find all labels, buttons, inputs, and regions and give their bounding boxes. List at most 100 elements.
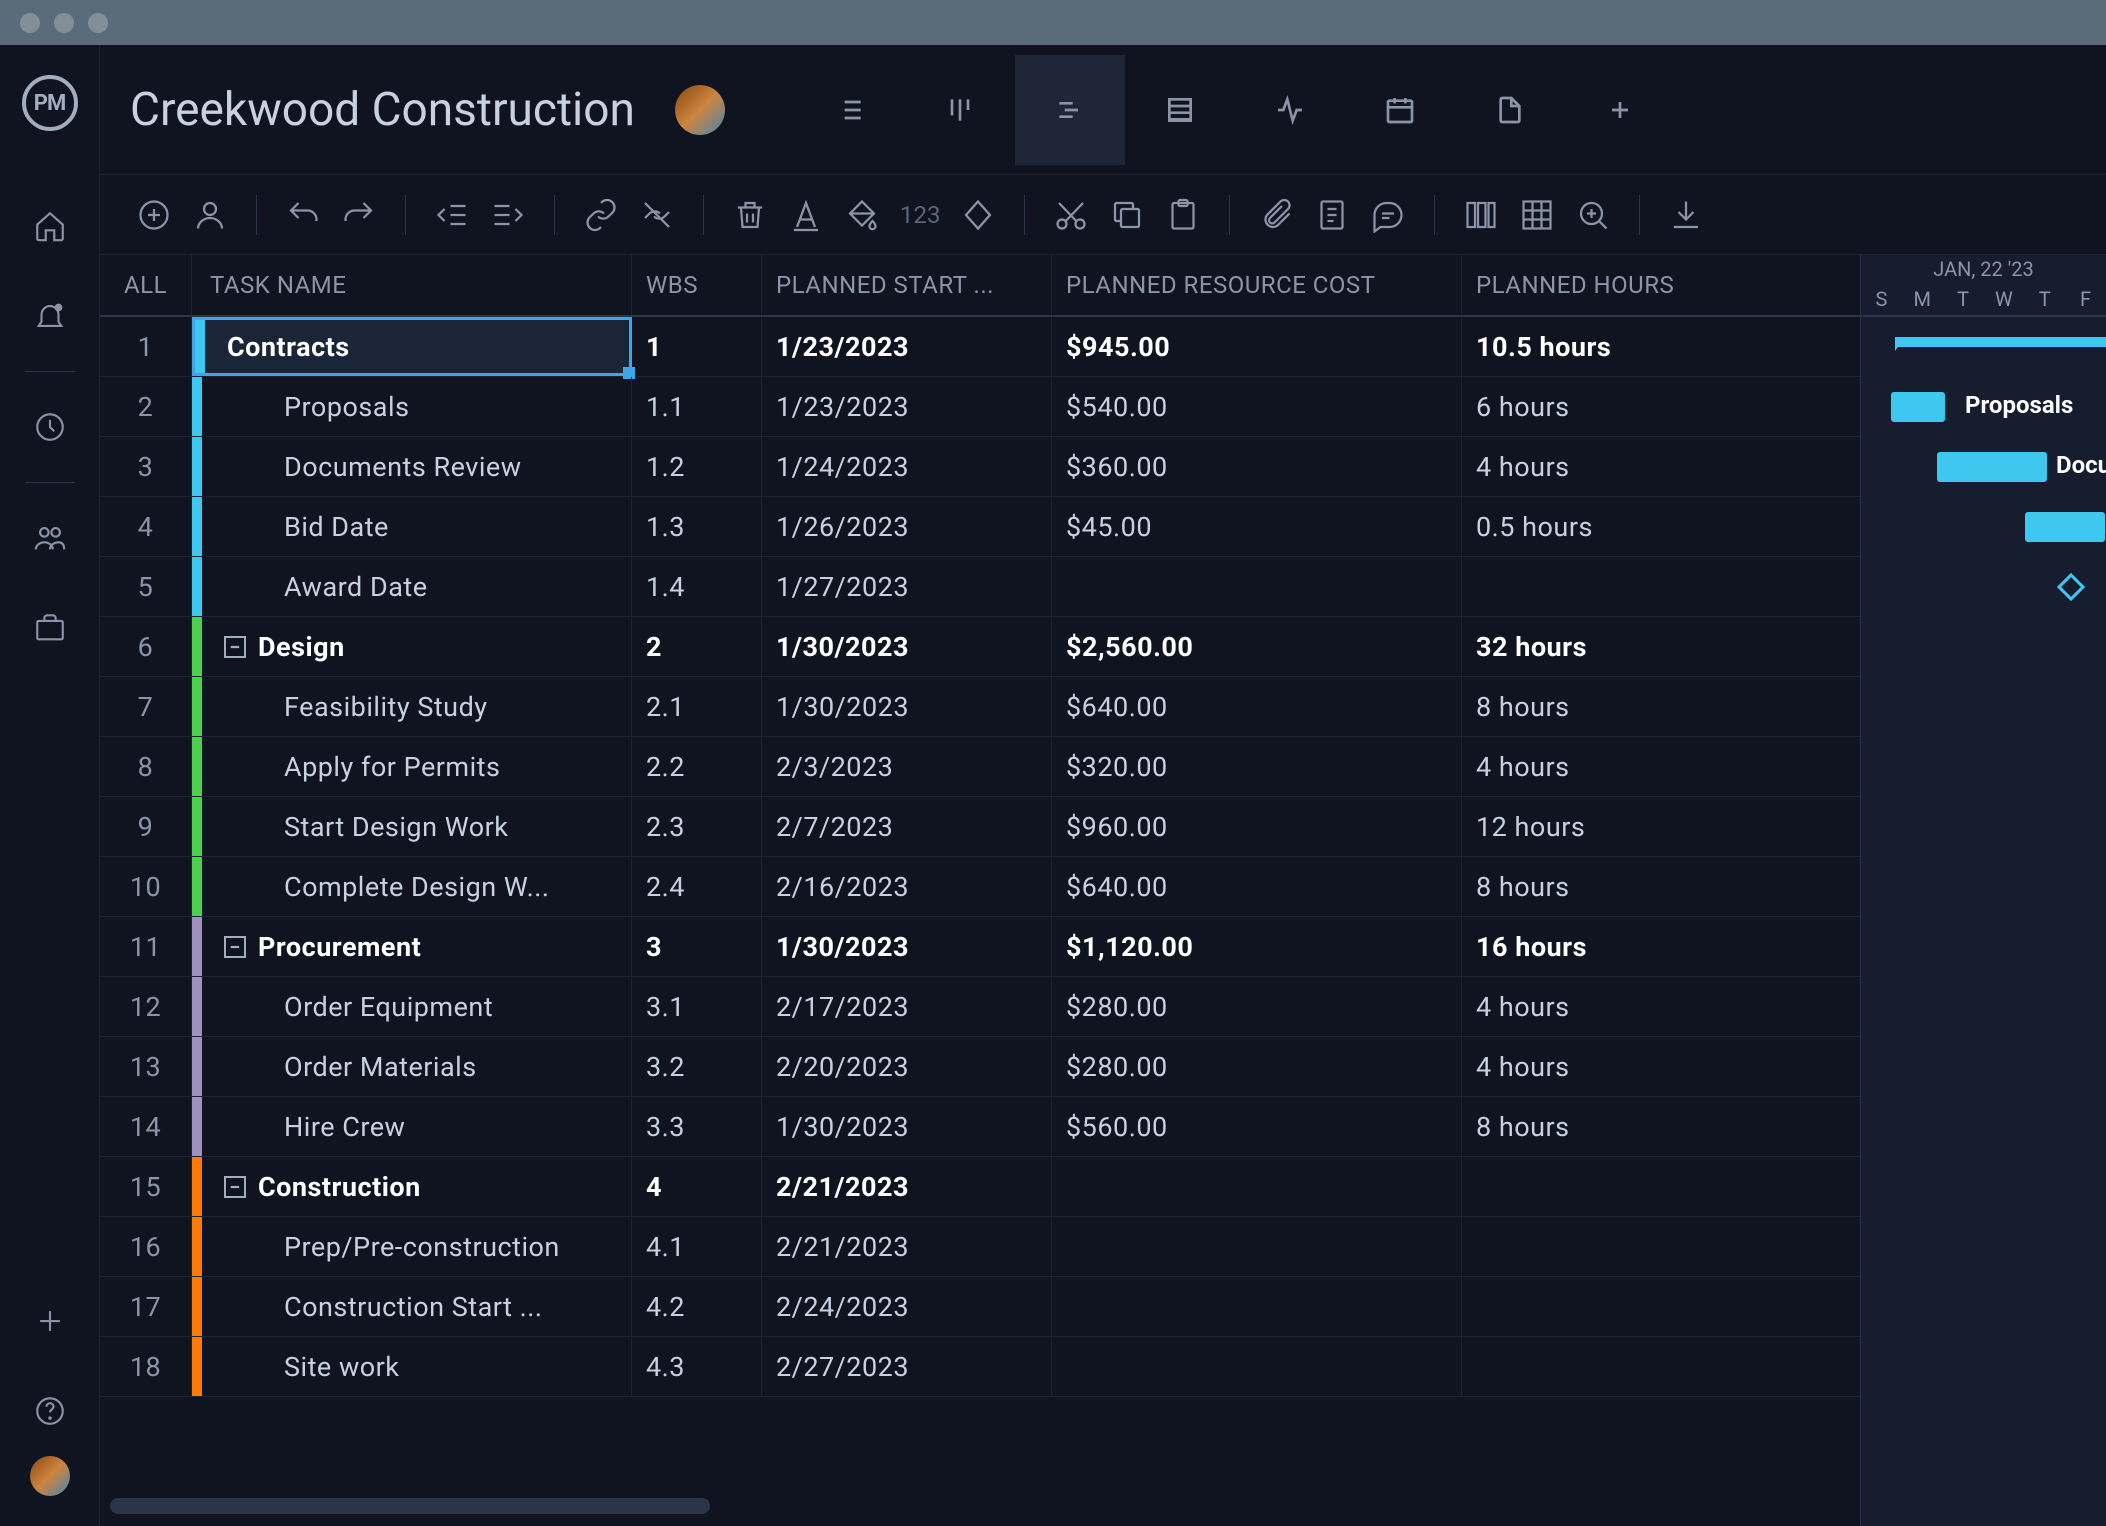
column-header-wbs[interactable]: WBS bbox=[632, 255, 762, 315]
task-cell[interactable]: Apply for Permits bbox=[192, 737, 632, 796]
cell-wbs[interactable]: 4.3 bbox=[632, 1337, 762, 1396]
cell-wbs[interactable]: 1.1 bbox=[632, 377, 762, 436]
gantt-row[interactable] bbox=[1861, 797, 2106, 857]
add-task-button[interactable] bbox=[130, 191, 178, 239]
cut-button[interactable] bbox=[1047, 191, 1095, 239]
cell-wbs[interactable]: 2 bbox=[632, 617, 762, 676]
cell-hours[interactable]: 8 hours bbox=[1462, 857, 1742, 916]
cell-wbs[interactable]: 2.4 bbox=[632, 857, 762, 916]
gantt-row[interactable] bbox=[1861, 1337, 2106, 1397]
gantt-row[interactable] bbox=[1861, 1037, 2106, 1097]
cell-cost[interactable]: $640.00 bbox=[1052, 857, 1462, 916]
task-cell[interactable]: Order Equipment bbox=[192, 977, 632, 1036]
cell-hours[interactable] bbox=[1462, 1277, 1742, 1336]
traffic-light-minimize[interactable] bbox=[54, 13, 74, 33]
link-button[interactable] bbox=[577, 191, 625, 239]
copy-button[interactable] bbox=[1103, 191, 1151, 239]
cell-hours[interactable]: 12 hours bbox=[1462, 797, 1742, 856]
app-logo[interactable]: PM bbox=[22, 75, 78, 131]
cell-wbs[interactable]: 2.2 bbox=[632, 737, 762, 796]
column-header-start[interactable]: PLANNED START ... bbox=[762, 255, 1052, 315]
columns-button[interactable] bbox=[1457, 191, 1505, 239]
cell-hours[interactable]: 4 hours bbox=[1462, 1037, 1742, 1096]
gantt-task-bar[interactable] bbox=[1937, 452, 2047, 482]
cell-wbs[interactable]: 4 bbox=[632, 1157, 762, 1216]
task-cell[interactable]: Documents Review bbox=[192, 437, 632, 496]
outdent-button[interactable] bbox=[428, 191, 476, 239]
cell-cost[interactable]: $560.00 bbox=[1052, 1097, 1462, 1156]
task-cell[interactable]: Contracts bbox=[192, 317, 632, 376]
cell-cost[interactable] bbox=[1052, 1337, 1462, 1396]
table-row[interactable]: 17Construction Start ...4.22/24/2023 bbox=[100, 1277, 1860, 1337]
cell-cost[interactable] bbox=[1052, 1157, 1462, 1216]
task-cell[interactable]: Start Design Work bbox=[192, 797, 632, 856]
cell-hours[interactable] bbox=[1462, 1157, 1742, 1216]
table-row[interactable]: 8Apply for Permits2.22/3/2023$320.004 ho… bbox=[100, 737, 1860, 797]
cell-wbs[interactable]: 3.2 bbox=[632, 1037, 762, 1096]
cell-start[interactable]: 1/24/2023 bbox=[762, 437, 1052, 496]
cell-start[interactable]: 2/21/2023 bbox=[762, 1157, 1052, 1216]
gantt-row[interactable] bbox=[1861, 317, 2106, 377]
collapse-toggle[interactable]: − bbox=[224, 636, 246, 658]
traffic-light-zoom[interactable] bbox=[88, 13, 108, 33]
cell-wbs[interactable]: 1.2 bbox=[632, 437, 762, 496]
gantt-row[interactable]: B bbox=[1861, 497, 2106, 557]
help-icon[interactable] bbox=[30, 1391, 70, 1431]
cell-cost[interactable]: $1,120.00 bbox=[1052, 917, 1462, 976]
recent-icon[interactable] bbox=[30, 407, 70, 447]
table-row[interactable]: 5Award Date1.41/27/2023 bbox=[100, 557, 1860, 617]
table-row[interactable]: 7Feasibility Study2.11/30/2023$640.008 h… bbox=[100, 677, 1860, 737]
cell-start[interactable]: 2/24/2023 bbox=[762, 1277, 1052, 1336]
cell-start[interactable]: 2/27/2023 bbox=[762, 1337, 1052, 1396]
gantt-row[interactable] bbox=[1861, 917, 2106, 977]
gantt-row[interactable] bbox=[1861, 557, 2106, 617]
column-header-hours[interactable]: PLANNED HOURS bbox=[1462, 255, 1742, 315]
cell-cost[interactable]: $280.00 bbox=[1052, 1037, 1462, 1096]
table-row[interactable]: 10Complete Design W...2.42/16/2023$640.0… bbox=[100, 857, 1860, 917]
cell-cost[interactable] bbox=[1052, 557, 1462, 616]
portfolio-icon[interactable] bbox=[30, 608, 70, 648]
attachment-button[interactable] bbox=[1252, 191, 1300, 239]
table-row[interactable]: 1Contracts11/23/2023$945.0010.5 hours bbox=[100, 317, 1860, 377]
table-row[interactable]: 6−Design21/30/2023$2,560.0032 hours bbox=[100, 617, 1860, 677]
cell-hours[interactable]: 0.5 hours bbox=[1462, 497, 1742, 556]
grid-button[interactable] bbox=[1513, 191, 1561, 239]
notes-button[interactable] bbox=[1308, 191, 1356, 239]
fill-button[interactable] bbox=[838, 191, 886, 239]
table-row[interactable]: 13Order Materials3.22/20/2023$280.004 ho… bbox=[100, 1037, 1860, 1097]
gantt-row[interactable] bbox=[1861, 1097, 2106, 1157]
cell-start[interactable]: 1/26/2023 bbox=[762, 497, 1052, 556]
cell-start[interactable]: 1/27/2023 bbox=[762, 557, 1052, 616]
cell-cost[interactable]: $320.00 bbox=[1052, 737, 1462, 796]
cell-hours[interactable]: 8 hours bbox=[1462, 1097, 1742, 1156]
table-row[interactable]: 14Hire Crew3.31/30/2023$560.008 hours bbox=[100, 1097, 1860, 1157]
cell-hours[interactable]: 8 hours bbox=[1462, 677, 1742, 736]
gantt-row[interactable] bbox=[1861, 737, 2106, 797]
cell-cost[interactable]: $280.00 bbox=[1052, 977, 1462, 1036]
gantt-row[interactable] bbox=[1861, 857, 2106, 917]
horizontal-scrollbar[interactable] bbox=[110, 1498, 710, 1514]
cell-hours[interactable]: 10.5 hours bbox=[1462, 317, 1742, 376]
add-icon[interactable] bbox=[30, 1301, 70, 1341]
cell-wbs[interactable]: 1.3 bbox=[632, 497, 762, 556]
cell-cost[interactable] bbox=[1052, 1217, 1462, 1276]
gantt-task-bar[interactable] bbox=[1891, 392, 1945, 422]
assign-button[interactable] bbox=[186, 191, 234, 239]
task-cell[interactable]: Site work bbox=[192, 1337, 632, 1396]
cell-start[interactable]: 2/21/2023 bbox=[762, 1217, 1052, 1276]
team-icon[interactable] bbox=[30, 518, 70, 558]
cell-wbs[interactable]: 3 bbox=[632, 917, 762, 976]
cell-start[interactable]: 2/3/2023 bbox=[762, 737, 1052, 796]
task-cell[interactable]: −Construction bbox=[192, 1157, 632, 1216]
gantt-row[interactable] bbox=[1861, 1277, 2106, 1337]
indent-button[interactable] bbox=[484, 191, 532, 239]
grid-body[interactable]: 1Contracts11/23/2023$945.0010.5 hours2Pr… bbox=[100, 317, 1860, 1496]
cell-start[interactable]: 2/20/2023 bbox=[762, 1037, 1052, 1096]
cell-wbs[interactable]: 3.3 bbox=[632, 1097, 762, 1156]
cell-cost[interactable]: $540.00 bbox=[1052, 377, 1462, 436]
view-tab-workload[interactable] bbox=[1235, 55, 1345, 165]
cell-hours[interactable]: 4 hours bbox=[1462, 737, 1742, 796]
home-icon[interactable] bbox=[30, 206, 70, 246]
delete-button[interactable] bbox=[726, 191, 774, 239]
gantt-row[interactable] bbox=[1861, 977, 2106, 1037]
